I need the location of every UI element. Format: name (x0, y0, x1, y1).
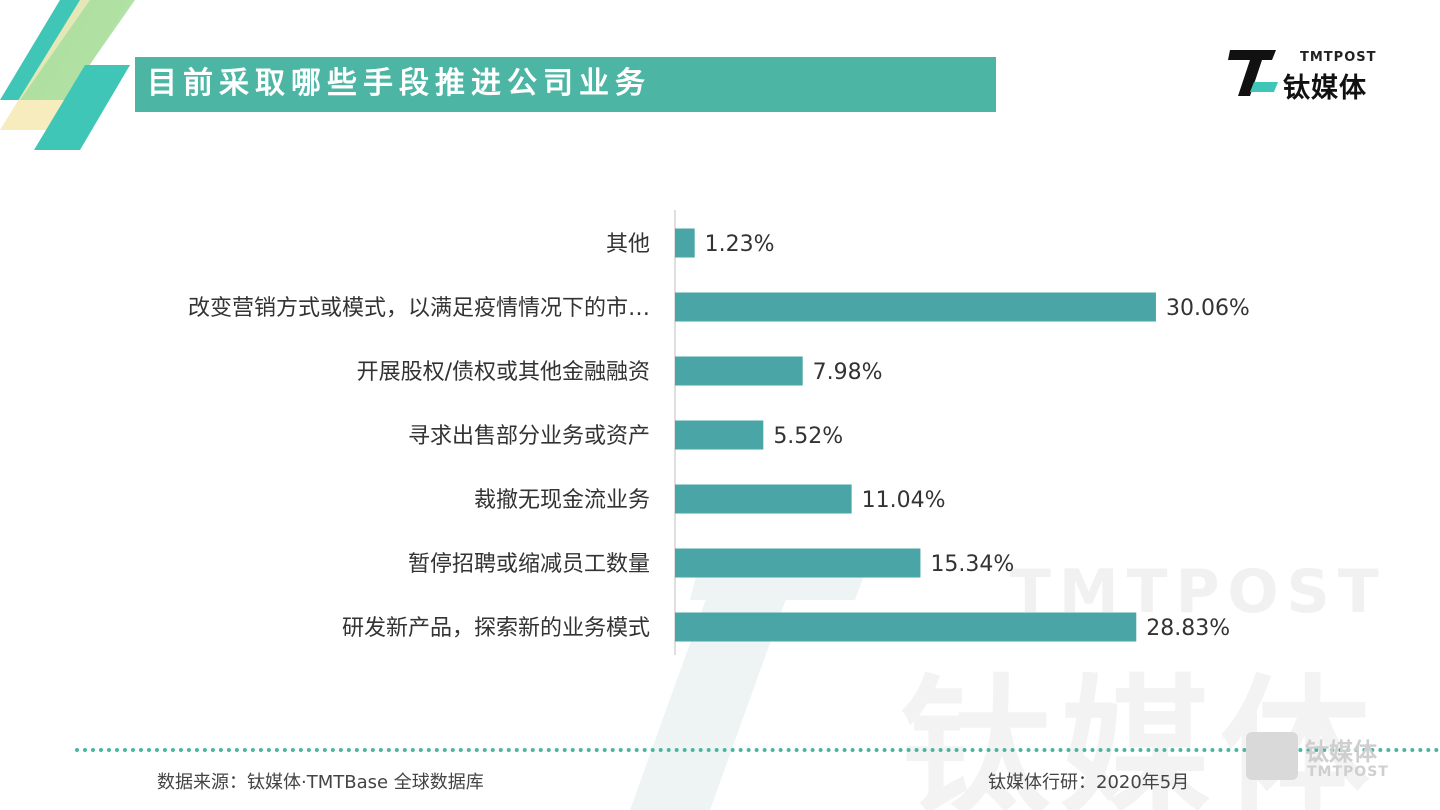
tmtpost-logo-icon (1228, 50, 1278, 96)
footer-divider (75, 748, 1440, 752)
category-label: 开展股权/债权或其他金融融资 (357, 360, 650, 385)
bar (675, 292, 1156, 322)
title-banner: 目前采取哪些手段推进公司业务 (135, 57, 996, 112)
bar-chart: 其他 1.23% 改变营销方式或模式，以满足疫情情况下的市… 30.06% 开展股权/债… (188, 210, 1250, 655)
deco-teal-stripe-lower (34, 65, 130, 150)
data-source: 数据来源：钛媒体·TMTBase 全球数据库 (157, 772, 484, 793)
value-label: 1.23% (705, 232, 775, 257)
category-label: 研发新产品，探索新的业务模式 (342, 616, 650, 641)
bar (675, 356, 803, 386)
value-label: 28.83% (1146, 616, 1230, 641)
value-label: 30.06% (1166, 296, 1250, 321)
logo-accent-shape (1250, 82, 1278, 92)
research-date: 钛媒体行研：2020年5月 (988, 772, 1190, 793)
category-label: 寻求出售部分业务或资产 (408, 424, 650, 449)
value-label: 11.04% (862, 488, 946, 513)
bar (675, 228, 695, 258)
bars-group: 其他 1.23% 改变营销方式或模式，以满足疫情情况下的市… 30.06% 开展股权/债… (188, 228, 1250, 642)
category-label: 裁撤无现金流业务 (474, 488, 650, 513)
bar (675, 612, 1137, 642)
category-label: 改变营销方式或模式，以满足疫情情况下的市… (188, 296, 650, 321)
page-title: 目前采取哪些手段推进公司业务 (147, 66, 651, 101)
category-label: 暂停招聘或缩减员工数量 (408, 552, 650, 577)
category-label: 其他 (606, 232, 650, 257)
logo-t-shape (1228, 50, 1276, 96)
value-label: 15.34% (930, 552, 1014, 577)
logo-en-text: TMTPOST (1300, 50, 1377, 65)
small-watermark-icon (1246, 732, 1298, 780)
value-label: 5.52% (773, 424, 843, 449)
corner-decoration (0, 0, 135, 150)
bar (675, 420, 764, 450)
logo-cn-text: 钛媒体 (1283, 73, 1367, 104)
deco-green-stripe (20, 0, 135, 100)
small-watermark-cn: 钛媒体 (1305, 738, 1377, 766)
small-watermark-en: TMTPOST (1307, 764, 1389, 780)
value-label: 7.98% (813, 360, 883, 385)
bar (675, 548, 921, 578)
bar (675, 484, 852, 514)
